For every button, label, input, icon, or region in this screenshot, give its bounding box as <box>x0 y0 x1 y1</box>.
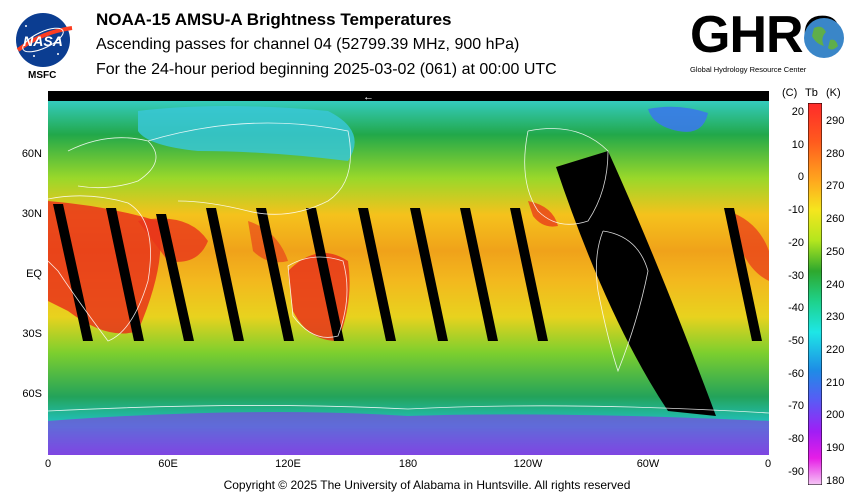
colorbar-units-k: (K) <box>826 87 841 99</box>
lon-label-0-west: 0 <box>44 458 52 470</box>
lon-label-60e: 60E <box>158 458 178 470</box>
msfc-label: MSFC <box>28 70 57 81</box>
coastline-europe <box>67 137 157 189</box>
lat-label-60n: 60N <box>21 148 42 160</box>
map-title: NOAA-15 AMSU-A Brightness Temperatures <box>96 10 452 29</box>
colorbar-celsius-tick: -90 <box>788 465 804 478</box>
colorbar-kelvin-tick: 250 <box>826 245 845 258</box>
nasa-logo-text: NASA <box>23 33 63 49</box>
colorbar-celsius-tick: 10 <box>791 138 804 151</box>
lon-label-120w: 120W <box>513 458 543 470</box>
coastline-antarctica <box>48 405 769 414</box>
colorbar-kelvin-tick: 220 <box>826 343 845 356</box>
swath-gap <box>306 208 344 341</box>
cold-region-greenland <box>648 106 708 132</box>
swath-gap <box>724 208 762 341</box>
warm-region-arabia <box>138 218 208 262</box>
colorbar-kelvin-tick: 200 <box>826 409 845 422</box>
swath-gap <box>358 208 396 341</box>
colorbar-celsius-tick: -10 <box>788 204 804 217</box>
colorbar-kelvin-tick: 280 <box>826 147 845 160</box>
coastlines <box>48 122 769 414</box>
lon-label-120e: 120E <box>275 458 301 470</box>
map-subtitle-channel: Ascending passes for channel 04 (52799.3… <box>96 36 520 53</box>
direction-arrow-icon: ← <box>363 91 374 103</box>
lat-label-30n: 30N <box>21 208 42 220</box>
coastline-australia <box>287 256 348 338</box>
colorbar-celsius-tick: -50 <box>788 334 804 347</box>
ghrc-globe-icon <box>804 18 844 58</box>
colorbar-kelvin-tick: 230 <box>826 311 845 324</box>
lat-label-60s: 60S <box>22 388 42 400</box>
colorbar-kelvin-tick: 190 <box>826 442 845 454</box>
swath-gap <box>510 208 548 341</box>
swath-gap <box>206 208 244 341</box>
copyright-footer: Copyright © 2025 The University of Alaba… <box>223 478 631 492</box>
swath-gap <box>410 208 448 341</box>
colorbar-celsius-tick: -30 <box>788 269 804 282</box>
ghrc-subtitle: Global Hydrology Resource Center <box>690 65 807 74</box>
lon-label-0-east: 0 <box>764 458 772 470</box>
swath-gap <box>106 208 144 341</box>
colorbar-celsius-tick: 20 <box>791 106 804 118</box>
swath-gap <box>256 208 294 341</box>
lon-label-60w: 60W <box>636 458 660 470</box>
lat-label-30s: 30S <box>22 328 42 340</box>
nasa-logo: NASA <box>16 13 73 67</box>
colorbar-gradient <box>808 103 822 485</box>
colorbar-units-tb: Tb <box>805 87 818 99</box>
coastline-north-america <box>524 128 609 225</box>
colorbar-kelvin-tick: 260 <box>826 213 845 226</box>
colorbar-kelvin-tick: 180 <box>826 474 845 487</box>
cold-region-siberia <box>138 106 355 161</box>
brightness-temperature-map: ← <box>48 91 769 455</box>
coastline-asia <box>147 122 351 215</box>
lon-label-180: 180 <box>398 458 418 470</box>
coastline-africa <box>48 195 151 342</box>
map-subtitle-period: For the 24-hour period beginning 2025-03… <box>96 61 557 78</box>
colorbar-celsius-tick: -70 <box>788 400 804 413</box>
swath-gap <box>460 208 498 341</box>
colorbar-celsius-tick: -80 <box>788 433 804 445</box>
colorbar-celsius-tick: -20 <box>788 236 804 249</box>
swath-gap <box>156 214 194 341</box>
swath-gap-large <box>556 151 716 416</box>
colorbar <box>808 103 822 485</box>
polar-gap-top <box>48 91 769 101</box>
swath-gaps <box>53 151 762 416</box>
colorbar-celsius-tick: -40 <box>788 302 804 315</box>
colorbar-kelvin-tick: 210 <box>826 376 845 389</box>
colorbar-kelvin-tick: 270 <box>826 180 845 193</box>
coastline-south-america <box>595 230 649 373</box>
colorbar-kelvin-tick: 240 <box>826 278 845 291</box>
colorbar-celsius-tick: -60 <box>788 367 804 380</box>
colorbar-kelvin-tick: 290 <box>826 115 845 127</box>
lat-label-eq: EQ <box>26 268 42 280</box>
cold-region-antarctica <box>48 412 769 455</box>
colorbar-celsius-tick: 0 <box>797 171 804 184</box>
colorbar-units-c: (C) <box>782 87 798 99</box>
